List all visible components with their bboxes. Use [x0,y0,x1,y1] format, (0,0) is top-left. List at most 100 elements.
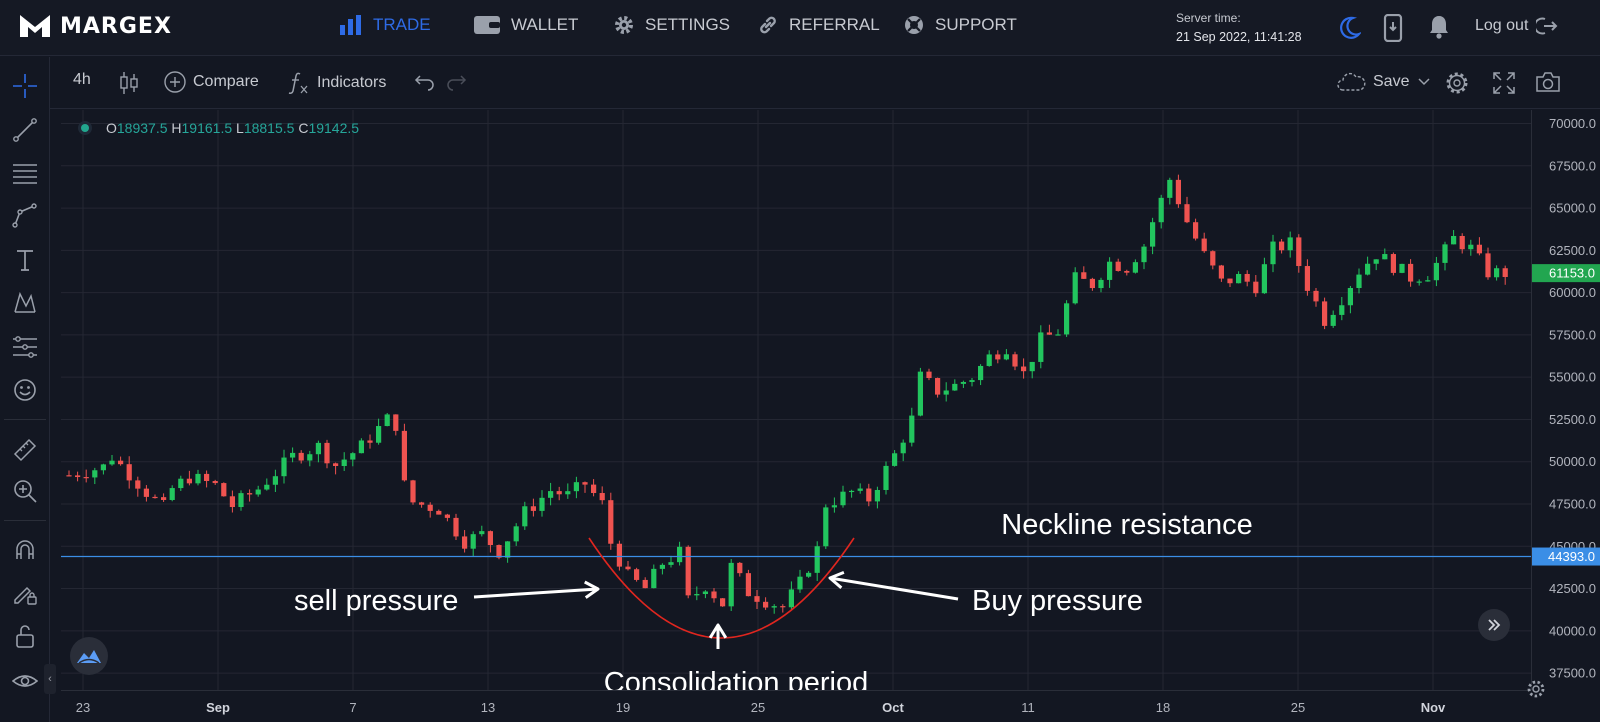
svg-text:61153.0: 61153.0 [1549,266,1595,281]
buy-pressure-label: Buy pressure [972,585,1143,617]
neckline-price-badge: 44393.0 [1532,547,1600,566]
scroll-to-realtime-button[interactable] [1478,609,1510,641]
tradingview-logo[interactable] [70,637,108,675]
time-tick-label: Nov [1421,700,1446,715]
candle-body [109,460,115,465]
candle-body [711,591,717,599]
zoom-in-icon[interactable] [12,478,38,504]
price-tick-label: 50000.0 [1549,454,1596,469]
path-tool-icon[interactable] [12,202,38,228]
settings-gear-icon[interactable] [1444,70,1470,96]
candle-body [169,488,175,500]
candle-body [857,488,863,491]
candles-style-icon[interactable] [119,71,139,95]
candle-body [513,526,519,542]
candle-body [143,488,149,497]
price-tick-label: 37500.0 [1549,666,1596,681]
candle-body [522,506,528,527]
save-button[interactable]: Save [1336,71,1432,93]
candle-body [1356,274,1362,289]
emoji-icon[interactable] [12,377,38,403]
brand-logo[interactable]: MARGEX [18,11,172,41]
candle-body [92,470,98,478]
candle-body [1132,262,1138,273]
pattern-tool-icon[interactable] [12,290,38,316]
candle-body [195,473,201,484]
drawing-toolbar [0,57,50,722]
link-icon [760,16,776,34]
ruler-icon[interactable] [12,437,38,463]
horizontal-lines-icon[interactable] [12,160,38,186]
candle-body [1287,237,1293,251]
time-axis[interactable]: 23 Sep 7 13 19 25 Oct 11 18 25 Nov [61,690,1531,722]
candle-body [1270,241,1276,265]
price-tick-label: 40000.0 [1549,623,1596,638]
price-chart[interactable]: Neckline resistance sell pressure Buy pres… [61,110,1531,690]
text-tool-icon[interactable] [12,247,38,273]
candle-body [960,381,966,384]
interval-selector[interactable]: 4h [73,71,91,89]
candle-body [1064,303,1070,335]
nav-support[interactable]: SUPPORT [903,14,1017,36]
chart-settings-icon[interactable] [1525,678,1547,700]
candlestick-series [66,174,1508,614]
nav-referral[interactable]: REFERRAL [757,14,880,36]
candle-body [505,541,511,558]
nav-wallet[interactable]: WALLET [473,14,578,36]
lock-drawing-icon[interactable] [12,580,38,606]
candle-body [1408,263,1414,282]
time-tick-label: 19 [616,700,630,715]
collapse-toolbar-button[interactable]: ‹ [44,664,56,694]
candle-body [634,569,640,580]
candle-body [1347,288,1353,306]
candle-body [969,380,975,382]
candle-body [1167,179,1173,198]
nav-trade[interactable]: TRADE [339,14,431,36]
candle-body [221,483,227,497]
candle-body [1227,278,1233,284]
fullscreen-icon[interactable] [1492,71,1516,95]
camera-icon[interactable] [1535,71,1561,93]
indicators-button[interactable]: Indicators [288,71,386,95]
undo-icon[interactable] [414,73,434,91]
toolbar-divider [4,419,46,420]
server-time: Server time: 21 Sep 2022, 11:41:28 [1176,9,1302,47]
prediction-tool-icon[interactable] [12,334,38,360]
neckline-resistance-label: Neckline resistance [1001,509,1252,541]
candle-body [444,514,450,518]
buy-pressure-arrow [828,570,959,601]
price-axis[interactable]: 70000.0 67500.0 65000.0 62500.0 60000.0 57500… [1531,110,1600,690]
bell-icon[interactable] [1428,14,1450,40]
candle-body [1029,361,1035,372]
price-tick-label: 52500.0 [1549,412,1596,427]
candle-body [298,452,304,461]
consolidation-arrow [708,623,728,649]
eye-icon[interactable] [12,668,38,694]
compare-button[interactable]: Compare [164,71,259,93]
candle-body [986,354,992,366]
brand-name: MARGEX [60,13,172,39]
trend-line-icon[interactable] [12,117,38,143]
unlock-icon[interactable] [12,623,38,649]
annotation-layer: Neckline resistance sell pressure Buy pres… [61,509,1531,690]
price-tick-label: 65000.0 [1549,201,1596,216]
candle-body [100,464,106,471]
chart-toolbar: 4h Compare Indicators Save [50,57,1600,109]
candle-body [582,482,588,485]
magnet-icon[interactable] [12,537,38,563]
candle-body [797,576,803,590]
bar-chart-icon [340,15,361,35]
time-tick-label: Oct [882,700,904,715]
nav-support-label: SUPPORT [935,15,1017,34]
logout-button[interactable]: Log out [1475,16,1558,36]
double-chevron-right-icon [1488,619,1501,631]
candle-body [83,477,89,479]
nav-settings[interactable]: SETTINGS [613,14,730,36]
moon-icon[interactable] [1339,16,1361,40]
save-label: Save [1373,73,1410,90]
candle-body [1184,204,1190,223]
mobile-app-icon[interactable] [1383,14,1403,42]
mountain-icon [77,650,101,664]
redo-icon[interactable] [447,73,467,91]
crosshair-icon[interactable] [12,73,38,99]
